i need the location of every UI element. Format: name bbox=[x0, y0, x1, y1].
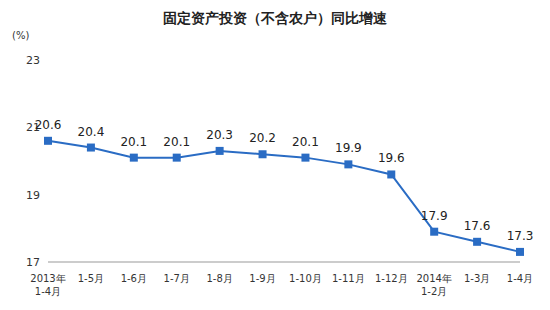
svg-text:17.9: 17.9 bbox=[421, 209, 448, 223]
svg-text:20.1: 20.1 bbox=[120, 135, 147, 149]
svg-text:19.6: 19.6 bbox=[378, 151, 405, 165]
svg-text:1-5月: 1-5月 bbox=[78, 273, 104, 284]
svg-text:1-12月: 1-12月 bbox=[375, 273, 408, 284]
svg-text:17: 17 bbox=[26, 256, 40, 269]
svg-text:1-9月: 1-9月 bbox=[249, 273, 275, 284]
svg-text:1-8月: 1-8月 bbox=[206, 273, 232, 284]
svg-text:20.3: 20.3 bbox=[206, 128, 233, 142]
svg-text:20.2: 20.2 bbox=[249, 131, 276, 145]
svg-text:1-11月: 1-11月 bbox=[332, 273, 365, 284]
svg-text:20.4: 20.4 bbox=[78, 125, 105, 139]
svg-text:1-3月: 1-3月 bbox=[464, 273, 490, 284]
svg-text:1-6月: 1-6月 bbox=[121, 273, 147, 284]
svg-text:20.6: 20.6 bbox=[35, 118, 62, 132]
svg-text:17.6: 17.6 bbox=[464, 219, 491, 233]
svg-text:1-10月: 1-10月 bbox=[289, 273, 322, 284]
html-text:固定资产投资（不含农户）同比增速: 固定资产投资（不含农户）同比增速 bbox=[163, 10, 387, 26]
svg-text:1-7月: 1-7月 bbox=[164, 273, 190, 284]
svg-text:20.1: 20.1 bbox=[292, 135, 319, 149]
svg-text:19: 19 bbox=[26, 189, 40, 202]
svg-text:1-4月: 1-4月 bbox=[507, 273, 533, 284]
svg-text:20.1: 20.1 bbox=[163, 135, 190, 149]
svg-text:2013年1-4月: 2013年1-4月 bbox=[30, 273, 65, 297]
svg-text:21: 21 bbox=[26, 121, 40, 135]
svg-text:2014年1-2月: 2014年1-2月 bbox=[416, 273, 451, 297]
svg-text:17.3: 17.3 bbox=[507, 229, 534, 243]
svg-text:23: 23 bbox=[26, 54, 40, 67]
svg-text:19.9: 19.9 bbox=[335, 141, 362, 155]
